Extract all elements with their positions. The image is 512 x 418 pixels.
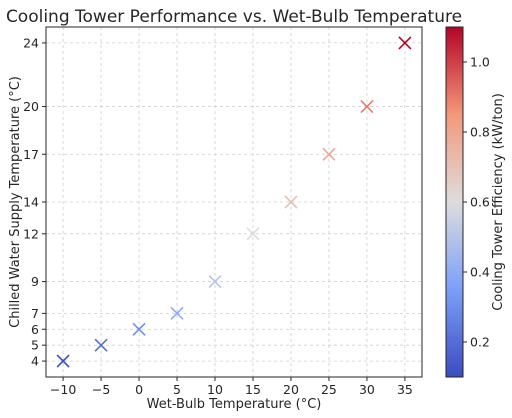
y-tick-label: 14	[23, 195, 39, 210]
grid	[46, 27, 422, 377]
y-tick-label: 24	[23, 35, 39, 50]
colorbar: 0.2 0.4 0.6 0.8 1.0 Cooling Tower Efficiency…	[445, 26, 506, 378]
data-point	[56, 354, 70, 368]
chart-title: Cooling Tower Performance vs. Wet-Bulb T…	[6, 7, 462, 27]
colorbar-tick-label: 0.8	[470, 125, 490, 140]
colorbar-tick-label: 0.6	[470, 195, 490, 210]
y-axis-label: Chilled Water Supply Temperature (°C)	[8, 76, 23, 328]
data-point	[360, 99, 374, 114]
data-point	[94, 338, 108, 352]
colorbar-label: Cooling Tower Efficiency (kW/ton)	[491, 93, 506, 311]
y-tick-label: 9	[31, 274, 39, 289]
x-tick-label: 0	[135, 382, 143, 397]
x-tick-label: 20	[283, 382, 299, 397]
x-tick-label: −5	[92, 382, 110, 397]
x-tick-label: 35	[397, 382, 413, 397]
data-point	[132, 322, 146, 336]
colorbar-ticks: 0.2 0.4 0.6 0.8 1.0	[463, 55, 490, 350]
data-point	[322, 147, 336, 161]
x-tick-label: −10	[50, 382, 76, 397]
colorbar-tick-label: 0.2	[470, 335, 490, 350]
data-point	[398, 36, 412, 50]
data-point	[170, 306, 184, 320]
data-points	[56, 36, 412, 368]
x-tick-label: 30	[359, 382, 375, 397]
x-ticks: −10 −5 0 5 10 15 20 25 30 35	[50, 377, 413, 397]
y-tick-label: 17	[23, 147, 39, 162]
colorbar-tick-label: 0.4	[470, 265, 490, 280]
data-point	[208, 274, 222, 289]
y-tick-label: 4	[31, 354, 39, 369]
data-point	[284, 195, 298, 209]
colorbar-tick-label: 1.0	[470, 55, 490, 70]
y-tick-label: 6	[31, 322, 39, 337]
x-tick-label: 15	[245, 382, 261, 397]
colorbar-gradient	[445, 26, 464, 378]
y-tick-label: 7	[31, 306, 39, 321]
x-tick-label: 10	[207, 382, 223, 397]
data-point	[246, 227, 260, 241]
x-tick-label: 25	[321, 382, 337, 397]
y-tick-label: 5	[31, 338, 39, 353]
x-axis-label: Wet-Bulb Temperature (°C)	[147, 397, 322, 412]
y-tick-label: 20	[23, 99, 39, 114]
x-tick-label: 5	[173, 382, 181, 397]
y-tick-label: 12	[23, 226, 39, 241]
